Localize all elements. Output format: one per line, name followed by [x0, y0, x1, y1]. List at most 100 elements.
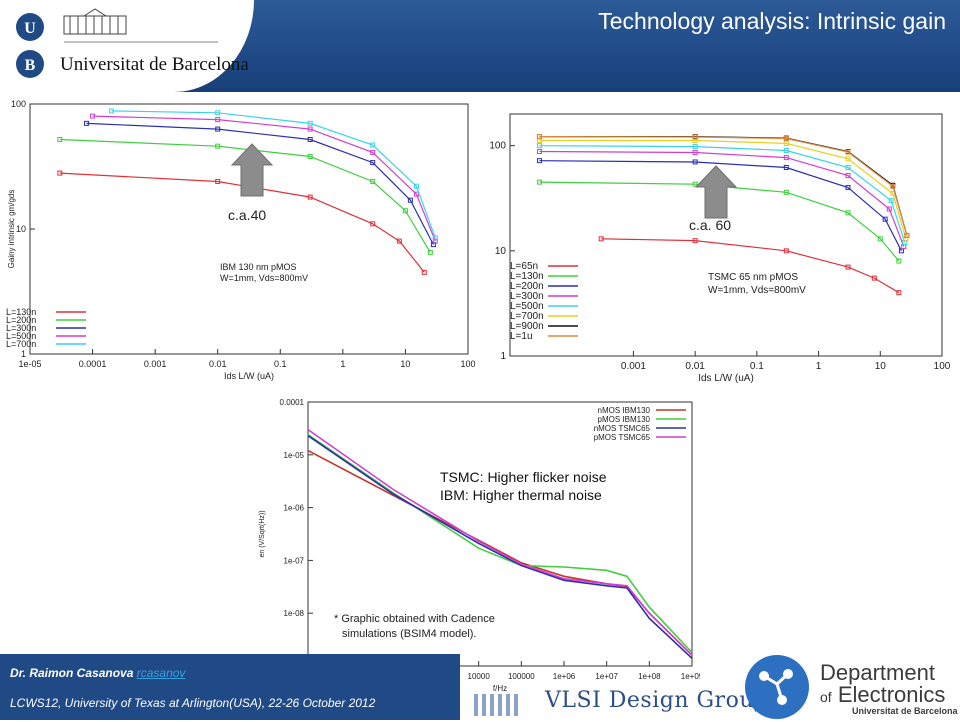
data-point: [432, 238, 438, 244]
chart-tsmc-svg: 0.001 0.01 0.1 1 10 100 1 10 100 Ids L/W (uA) L=65…: [489, 113, 951, 384]
chart-ibm-svg: 1e-05 0.0001 0.001 0.01 0.1 1 10 100 1 10 100 Ids L…: [6, 99, 476, 381]
legend-label: L=700n: [510, 311, 544, 322]
legend-label: L=200n: [510, 281, 544, 292]
x-tick-label: 1e-05: [18, 359, 41, 369]
legend-label: L=65n: [510, 261, 538, 272]
data-point: [413, 191, 419, 197]
data-point: [783, 248, 789, 254]
data-point: [871, 275, 877, 281]
legend-label: L=500n: [6, 331, 36, 341]
chart-ibm-gain: 1e-05 0.0001 0.001 0.01 0.1 1 10 100 1 10 100 Ids L…: [4, 92, 476, 384]
data-point: [215, 117, 221, 123]
series-line: [539, 150, 905, 247]
data-point: [783, 135, 789, 141]
legend-label: L=130n: [6, 307, 36, 317]
data-point: [215, 110, 221, 116]
plot-frame: [307, 401, 693, 667]
y-tick-label: 1: [500, 351, 506, 362]
data-point: [57, 170, 63, 176]
series-line: [539, 139, 907, 239]
x-axis-label: f/Hz: [493, 684, 507, 692]
data-point: [896, 290, 902, 296]
data-point: [845, 164, 851, 170]
data-point: [692, 159, 698, 165]
data-point: [877, 236, 883, 242]
data-point: [413, 183, 419, 189]
author-name: Dr. Raimon Casanova: [10, 666, 134, 680]
data-point: [370, 178, 376, 184]
data-point: [845, 149, 851, 155]
callout-label: c.a. 60: [689, 217, 731, 233]
data-point: [396, 238, 402, 244]
data-point: [536, 179, 542, 185]
x-axis-label: Ids L/W (uA): [224, 371, 274, 381]
data-point: [407, 197, 413, 203]
series-line: [539, 136, 908, 236]
data-point: [598, 236, 604, 242]
university-name: Universitat de Barcelona: [60, 54, 248, 75]
data-point: [783, 140, 789, 146]
noise-callout-2: IBM: Higher thermal noise: [440, 487, 602, 503]
data-point: [845, 185, 851, 191]
legend-label: pMOS TSMC65: [594, 433, 651, 442]
department-logo-icon: [745, 655, 809, 719]
data-point: [90, 113, 96, 119]
data-point: [845, 264, 851, 270]
data-point: [896, 258, 902, 264]
chart-annotation: TSMC 65 nm pMOS: [708, 272, 798, 283]
data-point: [370, 160, 376, 166]
vlsi-logo-icon: [474, 694, 518, 716]
legend-label: nMOS IBM130: [598, 406, 651, 415]
y-tick-label: 1: [21, 349, 26, 359]
author-email-link[interactable]: rcasanov: [136, 666, 186, 680]
data-point: [84, 120, 90, 126]
x-tick-label: 0.01: [209, 359, 227, 369]
y-tick-label: 1e-06: [284, 504, 305, 513]
y-tick-label: 1e-07: [284, 556, 305, 565]
data-point: [402, 208, 408, 214]
series-line: [539, 181, 900, 262]
data-point: [783, 155, 789, 161]
dept-electronics: Electronics: [837, 682, 946, 707]
data-point: [783, 189, 789, 195]
data-point: [370, 221, 376, 227]
series-line: [601, 238, 900, 294]
x-tick-label: 0.001: [621, 361, 646, 372]
legend-label: pMOS IBM130: [598, 415, 651, 424]
data-point: [307, 126, 313, 132]
series-line: [307, 435, 693, 659]
data-point: [882, 216, 888, 222]
data-point: [692, 144, 698, 150]
data-point: [57, 136, 63, 142]
footer-author: Dr. Raimon Casanova rcasanov: [10, 666, 185, 680]
data-point: [536, 134, 542, 140]
x-tick-label: 100000: [508, 672, 535, 681]
data-point: [898, 248, 904, 254]
data-point: [370, 142, 376, 148]
y-tick-label: 1e-05: [284, 451, 305, 460]
x-tick-label: 1: [816, 361, 822, 372]
data-point: [307, 136, 313, 142]
legend-label: L=900n: [510, 321, 544, 332]
callout-label: c.a.40: [228, 207, 266, 223]
data-point: [427, 249, 433, 255]
data-point: [108, 108, 114, 114]
series-line: [539, 160, 902, 252]
university-logo: U B Universitat de Barcelona: [16, 8, 248, 78]
legend-label: nMOS TSMC65: [594, 424, 651, 433]
data-point: [890, 183, 896, 189]
up-arrow-icon: [694, 165, 738, 219]
x-tick-label: 0.1: [274, 359, 287, 369]
dept-line3: Universitat de Barcelona: [852, 706, 958, 716]
x-tick-label: 1e+06: [553, 672, 576, 681]
y-axis-label: en (V/Sqrt(Hz)): [259, 510, 266, 557]
data-point: [692, 134, 698, 140]
data-point: [692, 238, 698, 244]
legend-label: L=130n: [510, 271, 544, 282]
data-point: [536, 143, 542, 149]
x-tick-label: 0.1: [750, 361, 764, 372]
plot-frame: [509, 113, 943, 357]
series-line: [111, 110, 436, 239]
data-point: [421, 269, 427, 275]
data-point: [783, 147, 789, 153]
